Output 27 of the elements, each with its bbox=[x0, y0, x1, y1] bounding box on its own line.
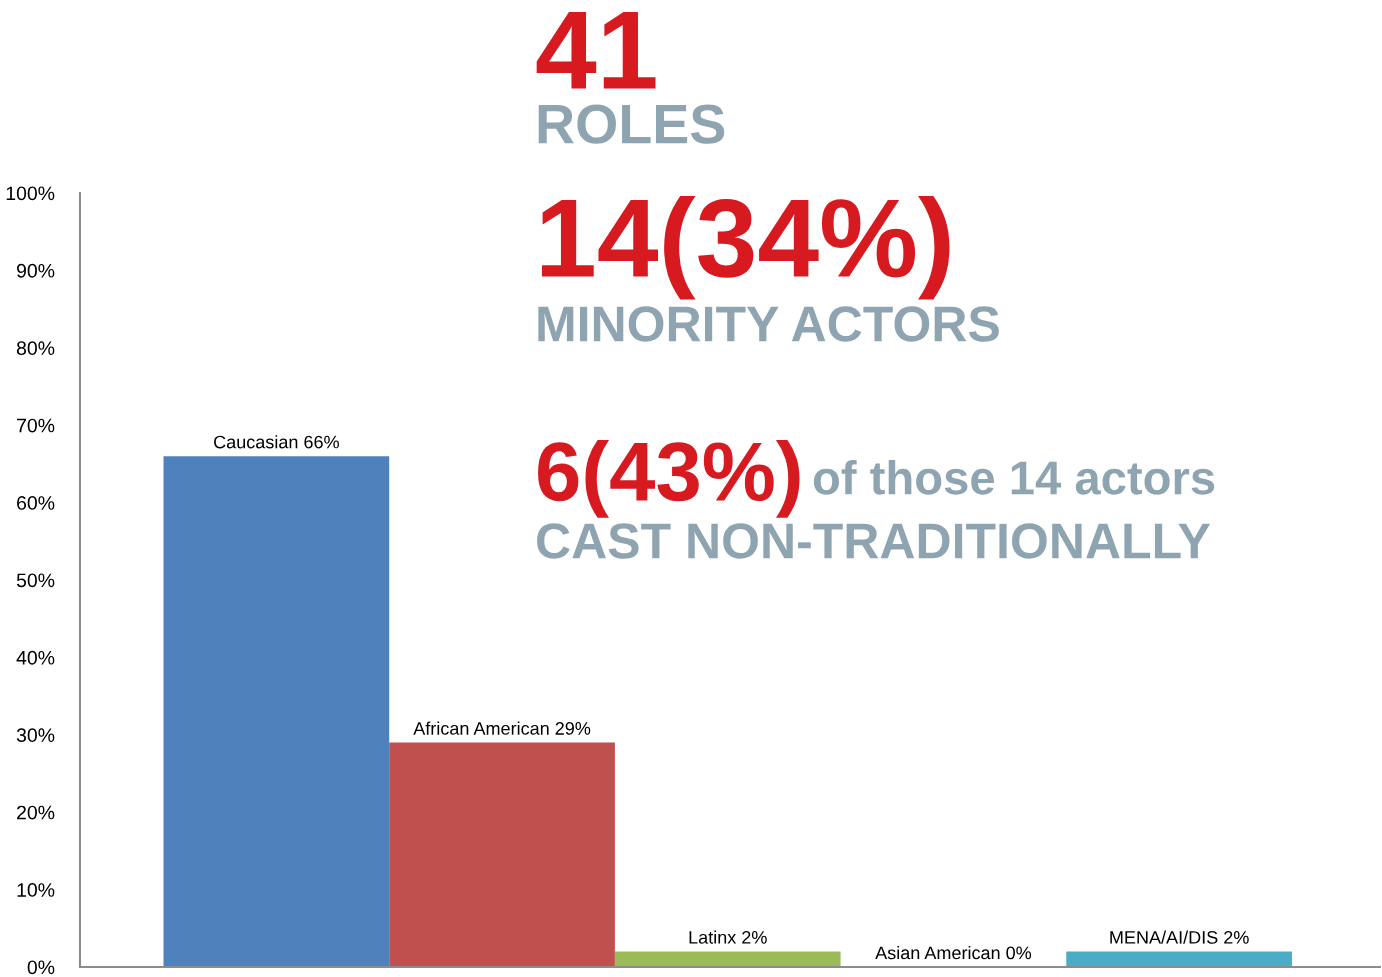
category-label: Latinx 2% bbox=[689, 930, 767, 944]
annotation: CAST NON-TRADITIONALLY bbox=[537, 523, 1211, 559]
y-tick-label: 40% bbox=[16, 650, 55, 665]
annotation: 6(43%) bbox=[538, 440, 800, 518]
category-label: Asian American 0% bbox=[875, 946, 1032, 960]
category-label: African American 29% bbox=[413, 721, 591, 735]
y-tick-label: 50% bbox=[16, 573, 55, 588]
bar bbox=[389, 742, 615, 967]
text: 41 bbox=[536, 12, 656, 89]
y-tick-label: 30% bbox=[16, 728, 55, 743]
annotation: MINORITY ACTORS bbox=[538, 306, 999, 342]
y-tick-label: 10% bbox=[17, 883, 55, 897]
y-tick-label: 100% bbox=[6, 186, 55, 201]
category-label: Caucasian 66% bbox=[214, 435, 339, 449]
annotation: of those 14 actors bbox=[813, 460, 1215, 495]
y-tick-label: 0% bbox=[27, 960, 55, 975]
annotation: 14(34%) bbox=[542, 196, 950, 300]
bar bbox=[614, 951, 841, 967]
bar bbox=[163, 456, 390, 967]
bar bbox=[1066, 951, 1292, 967]
y-tick-label: 90% bbox=[17, 263, 55, 278]
y-tick-label: 60% bbox=[17, 496, 55, 510]
y-tick-label: 70% bbox=[17, 418, 55, 433]
category-label: MENA/AI/DIS 2% bbox=[1110, 930, 1249, 944]
text: ROLES bbox=[538, 104, 725, 144]
y-tick-label: 80% bbox=[16, 341, 55, 356]
y-tick-label: 20% bbox=[17, 805, 55, 820]
